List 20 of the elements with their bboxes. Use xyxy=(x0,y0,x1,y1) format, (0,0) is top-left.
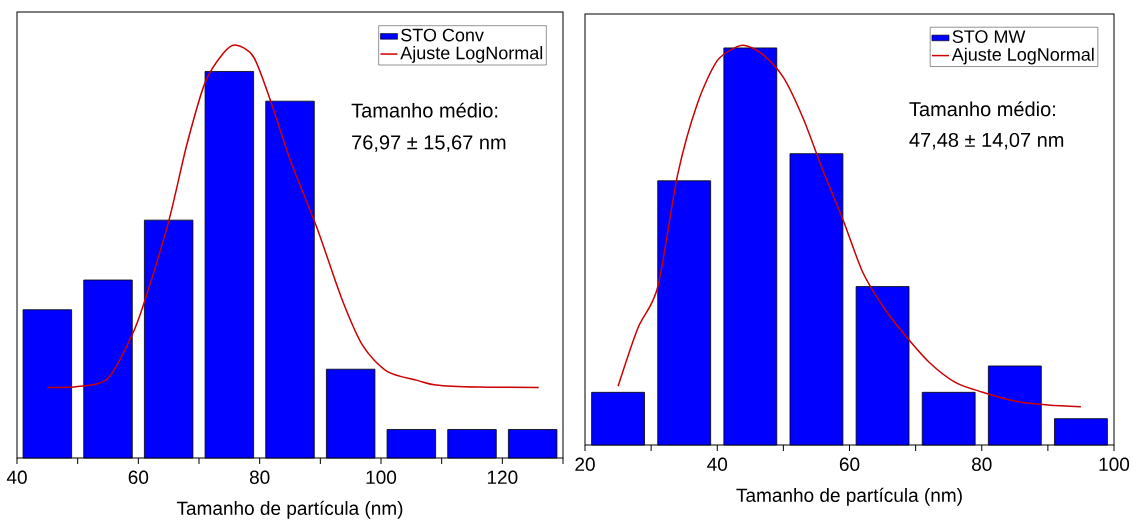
annotation: 76,97 ± 15,67 nm xyxy=(352,135,506,152)
legend-label: Ajuste LogNormal xyxy=(951,47,1094,65)
annotation: Tamanho médio: xyxy=(909,101,1055,117)
legend-label: STO MW xyxy=(952,30,1026,43)
x-tick-label: 100 xyxy=(1099,457,1130,471)
x-tick-label: 80 xyxy=(972,457,992,471)
annotation: Tamanho médio: xyxy=(351,102,498,118)
legend-label: Ajuste LogNormal xyxy=(400,46,543,63)
x-tick-label: 60 xyxy=(839,457,860,471)
x-tick-label: 120 xyxy=(487,470,518,484)
annotation: 47,48 ± 14,07 nm xyxy=(909,132,1064,150)
x-axis-title: Tamanho de partícula (nm) xyxy=(176,500,403,519)
x-tick-label: 60 xyxy=(128,470,149,484)
x-tick-label: 100 xyxy=(366,470,397,484)
x-axis-title: Tamanho de partícula (nm) xyxy=(736,487,962,506)
x-tick-label: 80 xyxy=(249,470,270,484)
x-tick-label: 40 xyxy=(707,457,728,471)
legend-label: STO Conv xyxy=(401,28,484,42)
x-tick-label: 40 xyxy=(6,470,27,484)
x-tick-label: 20 xyxy=(575,457,595,471)
